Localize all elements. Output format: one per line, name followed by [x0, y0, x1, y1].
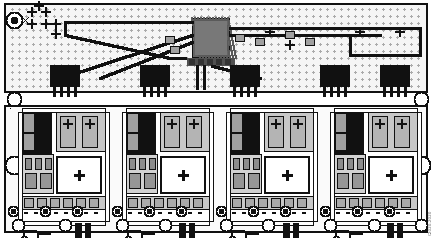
- Text: C2020-2020: C2020-2020: [428, 210, 432, 235]
